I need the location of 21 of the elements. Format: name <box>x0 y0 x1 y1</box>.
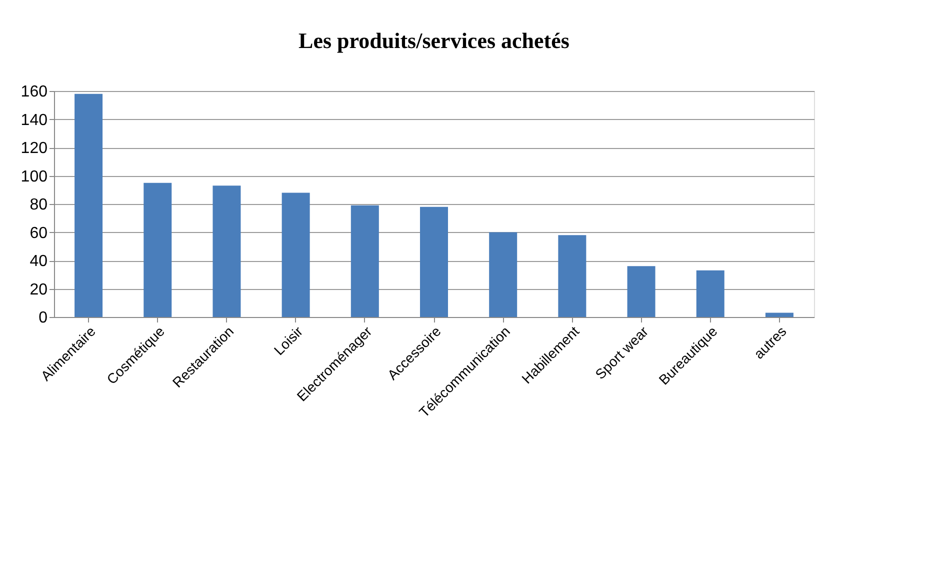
bar <box>558 235 586 317</box>
bar <box>74 94 103 317</box>
y-tick-label: 100 <box>20 168 48 186</box>
y-tick-label: 60 <box>30 224 48 242</box>
bar <box>627 266 656 317</box>
bar <box>350 205 379 317</box>
bar <box>282 192 310 317</box>
bar <box>212 186 241 317</box>
y-tick-label: 0 <box>38 310 48 326</box>
chart-title: Les produits/services achetés <box>298 28 570 53</box>
bar <box>420 206 448 317</box>
bar <box>144 182 172 317</box>
y-tick-label: 120 <box>20 140 48 157</box>
y-tick-label: 140 <box>20 112 48 129</box>
bar <box>765 312 794 317</box>
y-tick-label: 40 <box>30 253 48 270</box>
y-tick-label: 160 <box>20 84 48 100</box>
bar <box>489 232 518 317</box>
bar <box>696 270 724 317</box>
y-tick-label: 80 <box>30 196 48 214</box>
y-tick-label: 20 <box>30 281 48 298</box>
